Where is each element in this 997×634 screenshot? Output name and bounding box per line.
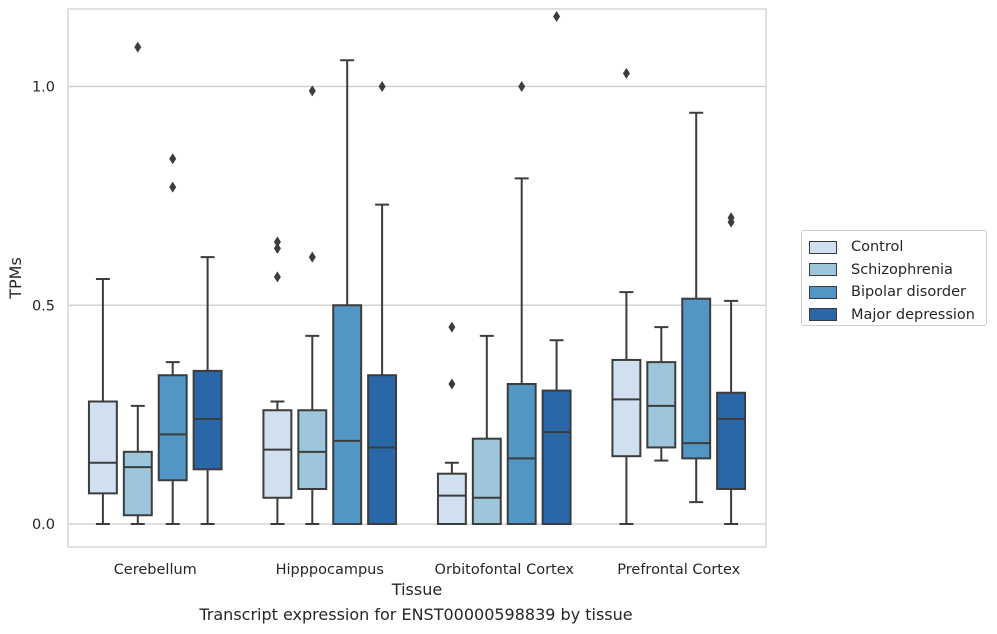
legend-label: Control — [851, 239, 904, 256]
legend: Control Schizophrenia Bipolar disorder M… — [801, 230, 987, 326]
box-3-0 — [611, 67, 642, 525]
box-1-1 — [297, 85, 328, 525]
x-tick-label: Cerebellum — [114, 562, 197, 578]
x-tick-labels: Cerebellum Hipppocampus Orbitofontal Corte… — [114, 562, 741, 578]
outlier-point — [448, 378, 456, 390]
box-iqr — [332, 304, 363, 525]
y-tick-label: 0.0 — [32, 517, 55, 533]
box-3-1 — [646, 326, 677, 462]
box-1-3 — [367, 81, 398, 525]
outlier-point — [553, 11, 561, 22]
outlier-point — [622, 67, 630, 79]
plot-frame — [67, 8, 767, 548]
outlier-point — [273, 242, 281, 254]
outlier-point — [134, 41, 142, 53]
legend-item-schizophrenia: Schizophrenia — [809, 259, 986, 282]
outlier-point — [308, 85, 316, 97]
legend-item-control: Control — [809, 236, 986, 259]
outlier-point — [273, 271, 281, 283]
figure-caption: Transcript expression for ENST0000059883… — [199, 605, 633, 624]
outlier-point — [518, 81, 526, 92]
box-2-1 — [471, 334, 502, 525]
box-3-2 — [681, 111, 712, 504]
box-2-2 — [506, 81, 537, 525]
outlier-point — [378, 81, 386, 92]
outlier-point — [169, 181, 177, 193]
box-iqr — [471, 437, 502, 525]
box-iqr — [87, 400, 118, 495]
box-iqr — [122, 450, 153, 517]
legend-item-bipolar-disorder: Bipolar disorder — [809, 281, 986, 304]
legend-label: Bipolar disorder — [851, 284, 966, 301]
box-0-3 — [192, 256, 223, 525]
y-tick-label: 1.0 — [32, 80, 55, 96]
box-2-0 — [436, 321, 467, 525]
outlier-point — [273, 236, 281, 248]
legend-label: Schizophrenia — [851, 261, 953, 278]
box-iqr — [611, 358, 642, 458]
box-3-3 — [716, 212, 747, 525]
box-0-0 — [87, 278, 118, 525]
y-tick-labels: 0.00.51.01.52.0 — [32, 80, 55, 534]
box-iqr — [436, 472, 467, 525]
box-2-3 — [541, 11, 572, 525]
legend-swatch — [809, 285, 837, 299]
outlier-point — [727, 212, 735, 224]
legend-swatch — [809, 240, 837, 254]
boxes — [87, 11, 747, 525]
y-tick-label: 0.5 — [32, 298, 55, 314]
box-iqr — [716, 391, 747, 490]
box-0-1 — [122, 41, 153, 525]
y-axis-label: TPMs — [6, 257, 25, 300]
box-iqr — [297, 409, 328, 490]
legend-item-major-depression: Major depression — [809, 304, 986, 327]
box-iqr — [681, 297, 712, 460]
box-iqr — [192, 369, 223, 471]
x-tick-label: Hipppocampus — [276, 562, 384, 578]
box-iqr — [506, 383, 537, 525]
outlier-point — [169, 153, 177, 165]
box-1-0 — [262, 236, 293, 525]
gridlines — [68, 85, 766, 525]
legend-swatch — [809, 308, 837, 322]
x-tick-label: Orbitofontal Cortex — [435, 562, 575, 578]
x-axis-label: Tissue — [391, 580, 442, 599]
legend-swatch — [809, 263, 837, 277]
box-0-2 — [157, 153, 188, 525]
box-iqr — [367, 374, 398, 525]
box-1-2 — [332, 59, 363, 525]
outlier-point — [308, 251, 316, 263]
box-iqr — [262, 409, 293, 499]
box-iqr — [157, 374, 188, 482]
x-tick-label: Prefrontal Cortex — [617, 562, 740, 578]
box-iqr — [541, 389, 572, 525]
box-iqr — [646, 361, 677, 449]
legend-label: Major depression — [851, 306, 975, 323]
outlier-point — [448, 321, 456, 333]
